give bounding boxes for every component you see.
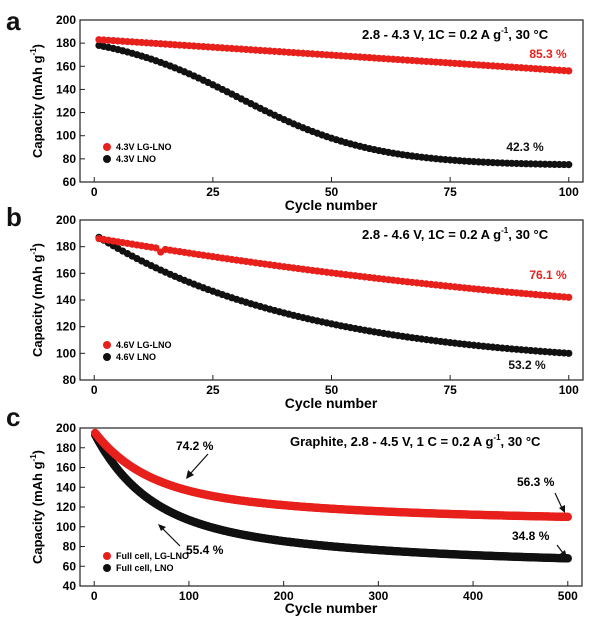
data-point-red-a	[565, 67, 573, 75]
annotation-55-4: 55.4 %	[186, 543, 224, 557]
data-points-c	[90, 428, 572, 563]
x-tick-label-b: 0	[91, 383, 98, 397]
x-tick-label-a: 25	[206, 185, 220, 199]
x-tick-label-a: 0	[91, 185, 98, 199]
y-tick-label-b: 180	[56, 240, 76, 254]
annotation-arrow-74-2	[189, 453, 209, 475]
y-tick-label-a: 140	[56, 82, 76, 96]
legend-entry-black-b: 4.6V LNO	[116, 352, 156, 362]
y-tick-label-c: 40	[63, 579, 77, 593]
y-tick-label-b: 200	[56, 213, 76, 227]
y-tick-label-a: 80	[63, 152, 77, 166]
retention-label-black-b: 53.2 %	[508, 358, 546, 372]
legend-entry-red-a: 4.3V LG-LNO	[116, 142, 172, 152]
y-tick-label-a: 180	[56, 36, 76, 50]
legend-a: 4.3V LG-LNO 4.3V LNO	[103, 142, 172, 164]
y-tick-label-c: 100	[56, 520, 76, 534]
annotation-arrowhead-55-4	[158, 524, 166, 531]
x-axis-label-a: Cycle number	[285, 197, 378, 213]
annotation-arrowhead-74-2	[186, 470, 194, 479]
chart-title-a: 2.8 - 4.3 V, 1C = 0.2 A g-1, 30 °C	[362, 26, 549, 42]
data-point-red-b	[152, 244, 160, 252]
annotation-arrow-55-4	[162, 528, 181, 547]
legend-marker-black-c	[103, 564, 111, 572]
annotation-56-3: 56.3 %	[517, 475, 555, 489]
x-tick-label-a: 50	[325, 185, 339, 199]
panel-b: b 0 25 50 75 100 80 100 120 140 160 180 200 2.8 - 4…	[6, 202, 584, 411]
x-axis-label-c: Cycle number	[285, 600, 378, 616]
x-tick-label-a: 75	[443, 185, 457, 199]
y-axis-label-b: Capacity (mAh g-1)	[29, 243, 45, 357]
annotation-34-8: 34.8 %	[512, 529, 550, 543]
panel-label-b: b	[6, 202, 22, 232]
annotation-arrow-34-8	[556, 544, 564, 554]
x-tick-label-c: 300	[368, 589, 388, 603]
panel-label-c: c	[6, 402, 20, 432]
x-tick-label-c: 0	[91, 589, 98, 603]
axis-ticks-c: 0 100 200 300 400 500 40 60 80 100 120 140 160 180 200	[56, 421, 578, 603]
legend-entry-red-c: Full cell, LG-LNO	[116, 551, 189, 561]
legend-marker-red-a	[103, 143, 111, 151]
y-tick-label-c: 80	[63, 540, 77, 554]
y-tick-label-c: 160	[56, 461, 76, 475]
retention-label-red-b: 76.1 %	[529, 268, 567, 282]
y-tick-label-c: 180	[56, 441, 76, 455]
annotation-74-2: 74.2 %	[176, 439, 214, 453]
panel-a: a 0 25 50 75 100 60 80 100 120 140 160 180 200 2.8 -…	[6, 6, 584, 213]
data-points-b	[95, 233, 573, 357]
legend-c: Full cell, LG-LNO Full cell, LNO	[103, 551, 189, 573]
x-tick-label-a: 100	[559, 185, 579, 199]
y-tick-label-b: 120	[56, 320, 76, 334]
panel-label-a: a	[6, 6, 21, 36]
data-points-a	[95, 36, 573, 169]
annotation-arrow-56-3	[554, 492, 563, 509]
y-tick-label-b: 160	[56, 266, 76, 280]
y-tick-label-a: 100	[56, 129, 76, 143]
y-tick-label-b: 140	[56, 293, 76, 307]
data-point-black-b	[565, 349, 573, 357]
retention-label-red-a: 85.3 %	[529, 47, 567, 61]
x-tick-label-b: 25	[206, 383, 220, 397]
y-tick-label-c: 60	[63, 559, 77, 573]
x-tick-label-b: 100	[559, 383, 579, 397]
chart-title-c: Graphite, 2.8 - 4.5 V, 1 C = 0.2 A g-1, …	[290, 433, 541, 449]
x-tick-label-b: 50	[325, 383, 339, 397]
x-tick-label-c: 200	[274, 589, 294, 603]
y-tick-label-a: 160	[56, 59, 76, 73]
axis-ticks-b: 0 25 50 75 100 80 100 120 140 160 180 200	[56, 213, 579, 397]
legend-entry-black-c: Full cell, LNO	[116, 563, 174, 573]
y-tick-label-a: 60	[63, 175, 77, 189]
x-tick-label-b: 75	[443, 383, 457, 397]
x-tick-label-c: 400	[463, 589, 483, 603]
axis-ticks-a: 0 25 50 75 100 60 80 100 120 140 160 180 200	[56, 13, 579, 199]
legend-marker-red-c	[103, 552, 111, 560]
retention-label-black-a: 42.3 %	[506, 140, 544, 154]
y-tick-label-c: 140	[56, 480, 76, 494]
legend-marker-black-a	[103, 155, 111, 163]
legend-entry-black-a: 4.3V LNO	[116, 154, 156, 164]
legend-entry-red-b: 4.6V LG-LNO	[116, 340, 172, 350]
y-axis-label-a: Capacity (mAh g-1)	[29, 44, 45, 158]
x-axis-label-b: Cycle number	[285, 395, 378, 411]
data-point-red-c	[563, 512, 572, 522]
legend-marker-black-b	[103, 353, 111, 361]
y-tick-label-b: 80	[63, 373, 77, 387]
y-tick-label-a: 120	[56, 106, 76, 120]
panel-c: c 0 100 200 300 400 500 40 60 80 100 120 140 160 180 2…	[6, 402, 583, 616]
x-tick-label-c: 100	[179, 589, 199, 603]
y-tick-label-a: 200	[56, 13, 76, 27]
legend-marker-red-b	[103, 341, 111, 349]
data-point-black-a	[565, 161, 573, 169]
x-tick-label-c: 500	[558, 589, 578, 603]
chart-title-b: 2.8 - 4.6 V, 1C = 0.2 A g-1, 30 °C	[362, 226, 549, 242]
annotation-arrowhead-56-3	[559, 505, 565, 513]
y-tick-label-c: 200	[56, 421, 76, 435]
y-tick-label-c: 120	[56, 500, 76, 514]
y-tick-label-b: 100	[56, 346, 76, 360]
data-point-red-b	[565, 293, 573, 301]
annotation-arrowhead-34-8	[560, 550, 567, 558]
y-axis-label-c: Capacity (mAh g-1)	[29, 450, 45, 564]
legend-b: 4.6V LG-LNO 4.6V LNO	[103, 340, 172, 362]
